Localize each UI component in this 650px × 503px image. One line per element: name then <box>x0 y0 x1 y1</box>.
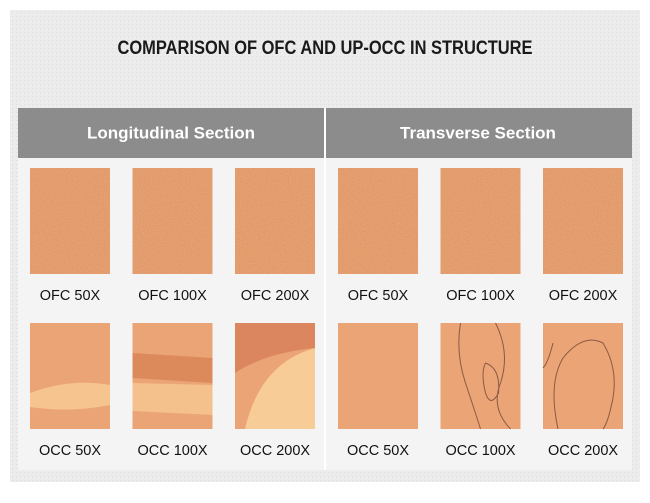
micrograph <box>235 168 315 274</box>
section-header: Transverse Section <box>400 123 556 142</box>
micrograph <box>543 168 623 274</box>
micrograph-label: OCC 50X <box>347 443 409 459</box>
micrograph <box>338 168 418 274</box>
grain-band <box>132 383 213 415</box>
micrograph <box>30 168 110 274</box>
micrograph-label: OFC 200X <box>549 288 618 304</box>
grain-edge <box>458 322 511 430</box>
micrograph-label: OFC 100X <box>138 288 207 304</box>
micrograph-label: OFC 50X <box>40 288 101 304</box>
grain-band <box>30 382 110 410</box>
grain-edge <box>542 339 615 430</box>
micrograph <box>132 168 213 274</box>
micrograph-label: OCC 50X <box>39 443 101 459</box>
micrograph-label: OFC 200X <box>241 288 310 304</box>
micrograph <box>440 322 521 430</box>
micrograph-label: OCC 100X <box>445 443 515 459</box>
micrograph-texture <box>338 168 418 274</box>
micrograph-label: OFC 100X <box>446 288 515 304</box>
title: COMPARISON OF OFC AND UP-OCC IN STRUCTUR… <box>118 38 533 59</box>
micrograph <box>30 323 110 429</box>
micrograph-label: OCC 200X <box>548 443 618 459</box>
micrograph <box>338 323 418 429</box>
micrograph-texture <box>235 168 315 274</box>
section-header: Longitudinal Section <box>87 123 255 142</box>
micrograph-base <box>440 323 521 429</box>
micrograph <box>440 168 521 274</box>
micrograph <box>132 323 213 429</box>
micrograph <box>235 323 315 429</box>
micrograph <box>542 323 623 430</box>
micrograph-base <box>338 323 418 429</box>
micrograph-label: OFC 50X <box>348 288 409 304</box>
micrograph-texture <box>30 168 110 274</box>
grain-band <box>132 353 213 383</box>
cells: OFC 50X OFC 100X OFC 200X OCC 50X OCC 100X OC… <box>30 168 623 459</box>
micrograph-texture <box>440 168 521 274</box>
micrograph-label: OCC 100X <box>137 443 207 459</box>
micrograph-texture <box>132 168 213 274</box>
grain-band <box>235 323 315 373</box>
micrograph-base <box>30 323 110 429</box>
grain-band <box>245 348 315 429</box>
micrograph-texture <box>543 168 623 274</box>
micrograph-label: OCC 200X <box>240 443 310 459</box>
